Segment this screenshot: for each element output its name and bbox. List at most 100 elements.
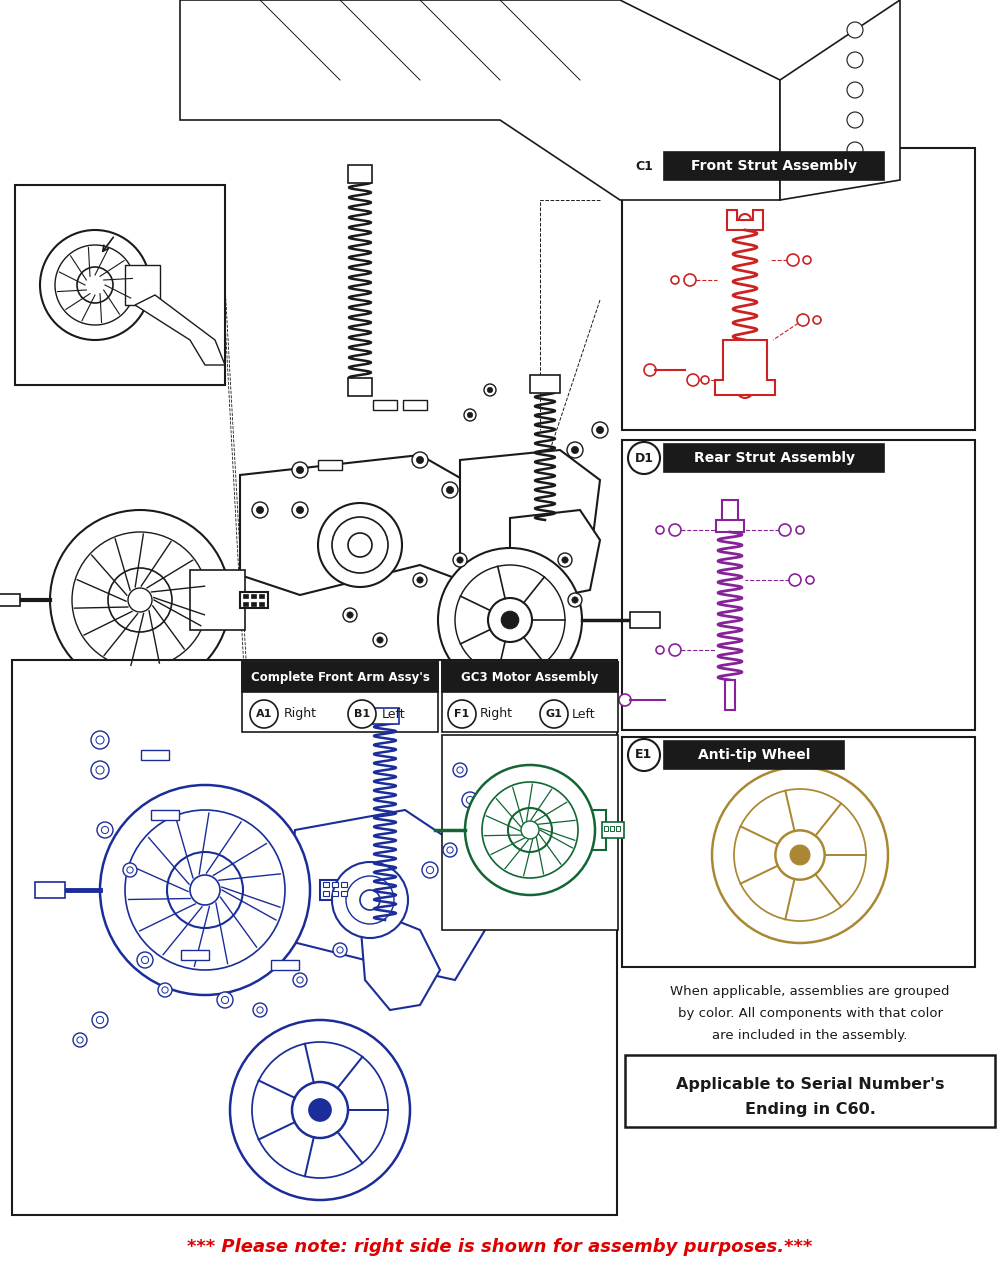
- Circle shape: [96, 736, 104, 744]
- Text: When applicable, assemblies are grouped: When applicable, assemblies are grouped: [670, 984, 950, 998]
- Bar: [12, 660, 617, 1215]
- Circle shape: [293, 973, 307, 987]
- Bar: [15, 185, 225, 385]
- Bar: [622, 148, 975, 430]
- Bar: [240, 592, 268, 608]
- Circle shape: [734, 789, 866, 921]
- Circle shape: [92, 1012, 108, 1028]
- Circle shape: [448, 699, 476, 729]
- Circle shape: [100, 786, 310, 995]
- Polygon shape: [285, 810, 485, 979]
- Text: by color. All components with that color: by color. All components with that color: [678, 1007, 942, 1020]
- Text: D1: D1: [635, 451, 654, 465]
- Bar: [341, 882, 347, 887]
- Bar: [630, 612, 660, 628]
- Text: Ending in C60.: Ending in C60.: [745, 1102, 875, 1117]
- Circle shape: [91, 731, 109, 749]
- Bar: [242, 661, 438, 732]
- Circle shape: [292, 1082, 348, 1138]
- Circle shape: [671, 276, 679, 284]
- Circle shape: [779, 525, 791, 536]
- Circle shape: [250, 699, 278, 729]
- Circle shape: [158, 983, 172, 997]
- Text: A1: A1: [256, 710, 272, 718]
- Circle shape: [739, 214, 751, 226]
- Bar: [251, 602, 256, 606]
- Circle shape: [296, 507, 304, 513]
- Circle shape: [796, 526, 804, 533]
- Circle shape: [787, 253, 799, 266]
- Circle shape: [656, 646, 664, 654]
- Circle shape: [360, 889, 380, 910]
- Circle shape: [348, 533, 372, 557]
- Text: Anti-tip Wheel: Anti-tip Wheel: [698, 748, 810, 761]
- Circle shape: [253, 1003, 267, 1017]
- Circle shape: [128, 588, 152, 612]
- Bar: [259, 594, 264, 598]
- Polygon shape: [240, 455, 520, 595]
- Circle shape: [487, 388, 493, 393]
- Circle shape: [101, 826, 109, 834]
- Bar: [371, 708, 399, 723]
- Circle shape: [669, 644, 681, 656]
- Circle shape: [442, 481, 458, 498]
- Circle shape: [96, 767, 104, 774]
- Circle shape: [309, 1098, 331, 1121]
- Text: B1: B1: [354, 710, 370, 718]
- Circle shape: [167, 851, 243, 927]
- Circle shape: [484, 384, 496, 397]
- Circle shape: [628, 150, 660, 182]
- Text: G1: G1: [546, 710, 562, 718]
- Bar: [243, 594, 248, 598]
- Bar: [604, 826, 608, 831]
- Circle shape: [347, 612, 353, 618]
- Circle shape: [656, 526, 664, 533]
- Bar: [271, 960, 299, 971]
- Circle shape: [737, 381, 753, 398]
- Circle shape: [346, 875, 394, 924]
- Bar: [267, 855, 327, 925]
- Bar: [664, 443, 884, 473]
- Circle shape: [847, 22, 863, 38]
- Circle shape: [457, 557, 463, 563]
- Bar: [616, 826, 620, 831]
- Text: F1: F1: [454, 710, 470, 718]
- Circle shape: [453, 552, 467, 568]
- Circle shape: [644, 364, 656, 376]
- Bar: [725, 680, 735, 710]
- Circle shape: [847, 111, 863, 128]
- Circle shape: [455, 565, 565, 675]
- Circle shape: [847, 82, 863, 98]
- Circle shape: [687, 374, 699, 386]
- Circle shape: [669, 525, 681, 536]
- Circle shape: [446, 487, 454, 494]
- Circle shape: [775, 830, 825, 879]
- Circle shape: [462, 792, 478, 808]
- Circle shape: [108, 568, 172, 632]
- Circle shape: [97, 822, 113, 837]
- Circle shape: [501, 611, 519, 628]
- Text: *** Please note: right side is shown for assemby purposes.***: *** Please note: right side is shown for…: [187, 1238, 813, 1256]
- Circle shape: [482, 782, 578, 878]
- Text: Left: Left: [382, 707, 406, 721]
- Circle shape: [77, 267, 113, 303]
- Bar: [568, 810, 606, 850]
- Circle shape: [217, 992, 233, 1009]
- Circle shape: [488, 598, 532, 642]
- Text: C1: C1: [635, 160, 653, 172]
- Circle shape: [422, 862, 438, 878]
- Circle shape: [230, 1020, 410, 1200]
- Text: Left: Left: [572, 707, 596, 721]
- Circle shape: [571, 446, 579, 454]
- Circle shape: [55, 245, 135, 326]
- Circle shape: [712, 767, 888, 943]
- Circle shape: [701, 376, 709, 384]
- Circle shape: [572, 597, 578, 603]
- Circle shape: [221, 996, 229, 1003]
- Circle shape: [257, 1007, 263, 1014]
- Polygon shape: [460, 450, 600, 590]
- Circle shape: [141, 957, 149, 964]
- Bar: [348, 165, 372, 182]
- Circle shape: [790, 845, 810, 865]
- Circle shape: [540, 699, 568, 729]
